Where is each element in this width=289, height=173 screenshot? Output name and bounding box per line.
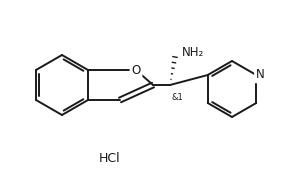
Text: O: O	[131, 63, 141, 76]
Text: HCl: HCl	[99, 152, 121, 165]
Text: NH₂: NH₂	[182, 45, 204, 58]
Text: N: N	[256, 69, 265, 81]
Text: &1: &1	[172, 93, 184, 102]
